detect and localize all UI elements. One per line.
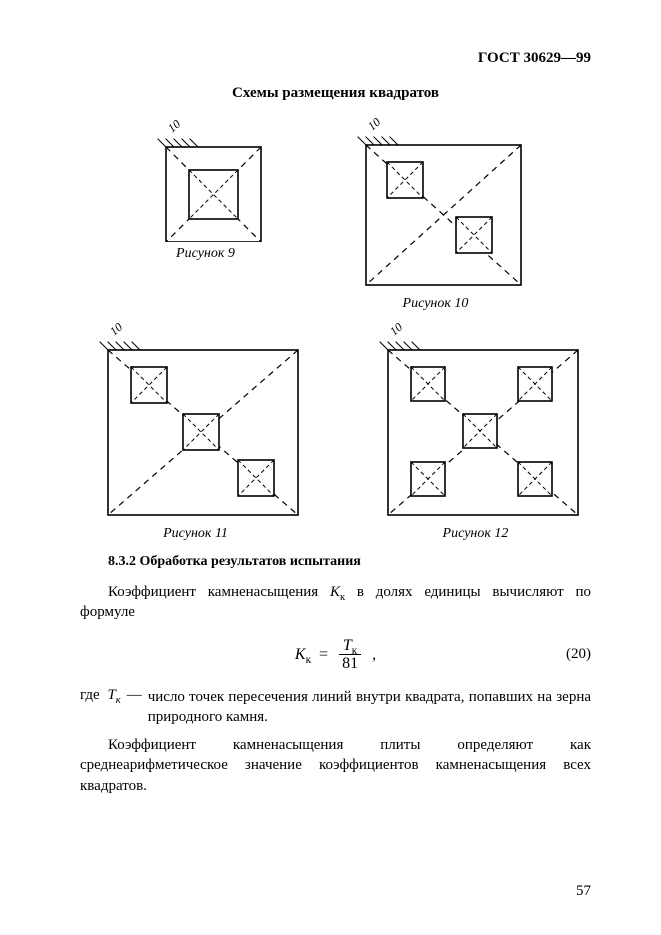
where-dash: — <box>121 687 148 728</box>
figure-11-svg: 10 <box>83 322 308 522</box>
para1-pre: Коэффициент камненасыщения <box>108 584 330 600</box>
figure-row-lower: 10 Рисунок 11 10 Рисунок 12 <box>80 322 591 542</box>
formula-body: Kк = Tк 81 , <box>295 637 376 673</box>
where-text: число точек пересечения линий внутри ква… <box>148 687 591 728</box>
para1-sym: K <box>330 584 340 600</box>
svg-text:10: 10 <box>164 117 182 135</box>
figure-9-svg: 10 <box>141 117 271 242</box>
where-sym-letter: T <box>107 687 115 703</box>
where-label: где <box>80 687 100 728</box>
figure-row-upper: 10 Рисунок 9 10 Рисунок 10 <box>80 117 591 312</box>
paragraph-1: Коэффициент камненасыщения Kк в долях ед… <box>80 582 591 623</box>
figure-10-caption: Рисунок 10 <box>341 296 531 312</box>
figure-9-block: 10 Рисунок 9 <box>141 117 271 262</box>
figure-12-svg: 10 <box>363 322 588 522</box>
where-symbol: Tк <box>100 687 121 728</box>
figure-11-block: 10 Рисунок 11 <box>83 322 308 542</box>
document-header: ГОСТ 30629—99 <box>80 50 591 67</box>
figure-10-svg: 10 <box>341 117 531 292</box>
figure-11-caption: Рисунок 11 <box>83 526 308 542</box>
formula-20: Kк = Tк 81 , (20) <box>80 637 591 673</box>
figure-12-caption: Рисунок 12 <box>363 526 588 542</box>
paragraph-2: Коэффициент камненасыщения плиты определ… <box>80 735 591 796</box>
formula-fraction: Tк 81 <box>339 637 361 673</box>
figure-10-block: 10 Рисунок 10 <box>341 117 531 312</box>
where-clause: где Tк — число точек пересечения линий в… <box>80 687 591 728</box>
formula-numerator: Tк <box>339 637 361 656</box>
svg-text:10: 10 <box>387 322 405 338</box>
formula-denominator: 81 <box>339 655 361 673</box>
formula-lhs-sub: к <box>306 653 311 665</box>
formula-lhs: K <box>295 645 306 662</box>
formula-number: (20) <box>566 646 591 663</box>
figure-9-caption: Рисунок 9 <box>141 246 271 262</box>
svg-text:10: 10 <box>107 322 125 338</box>
section-title: Схемы размещения квадратов <box>80 85 591 102</box>
subsection-heading: 8.3.2 Обработка результатов испытания <box>80 554 591 570</box>
svg-text:10: 10 <box>364 117 382 133</box>
figure-12-block: 10 Рисунок 12 <box>363 322 588 542</box>
formula-num-sym: T <box>343 637 352 654</box>
page-number: 57 <box>576 883 591 900</box>
